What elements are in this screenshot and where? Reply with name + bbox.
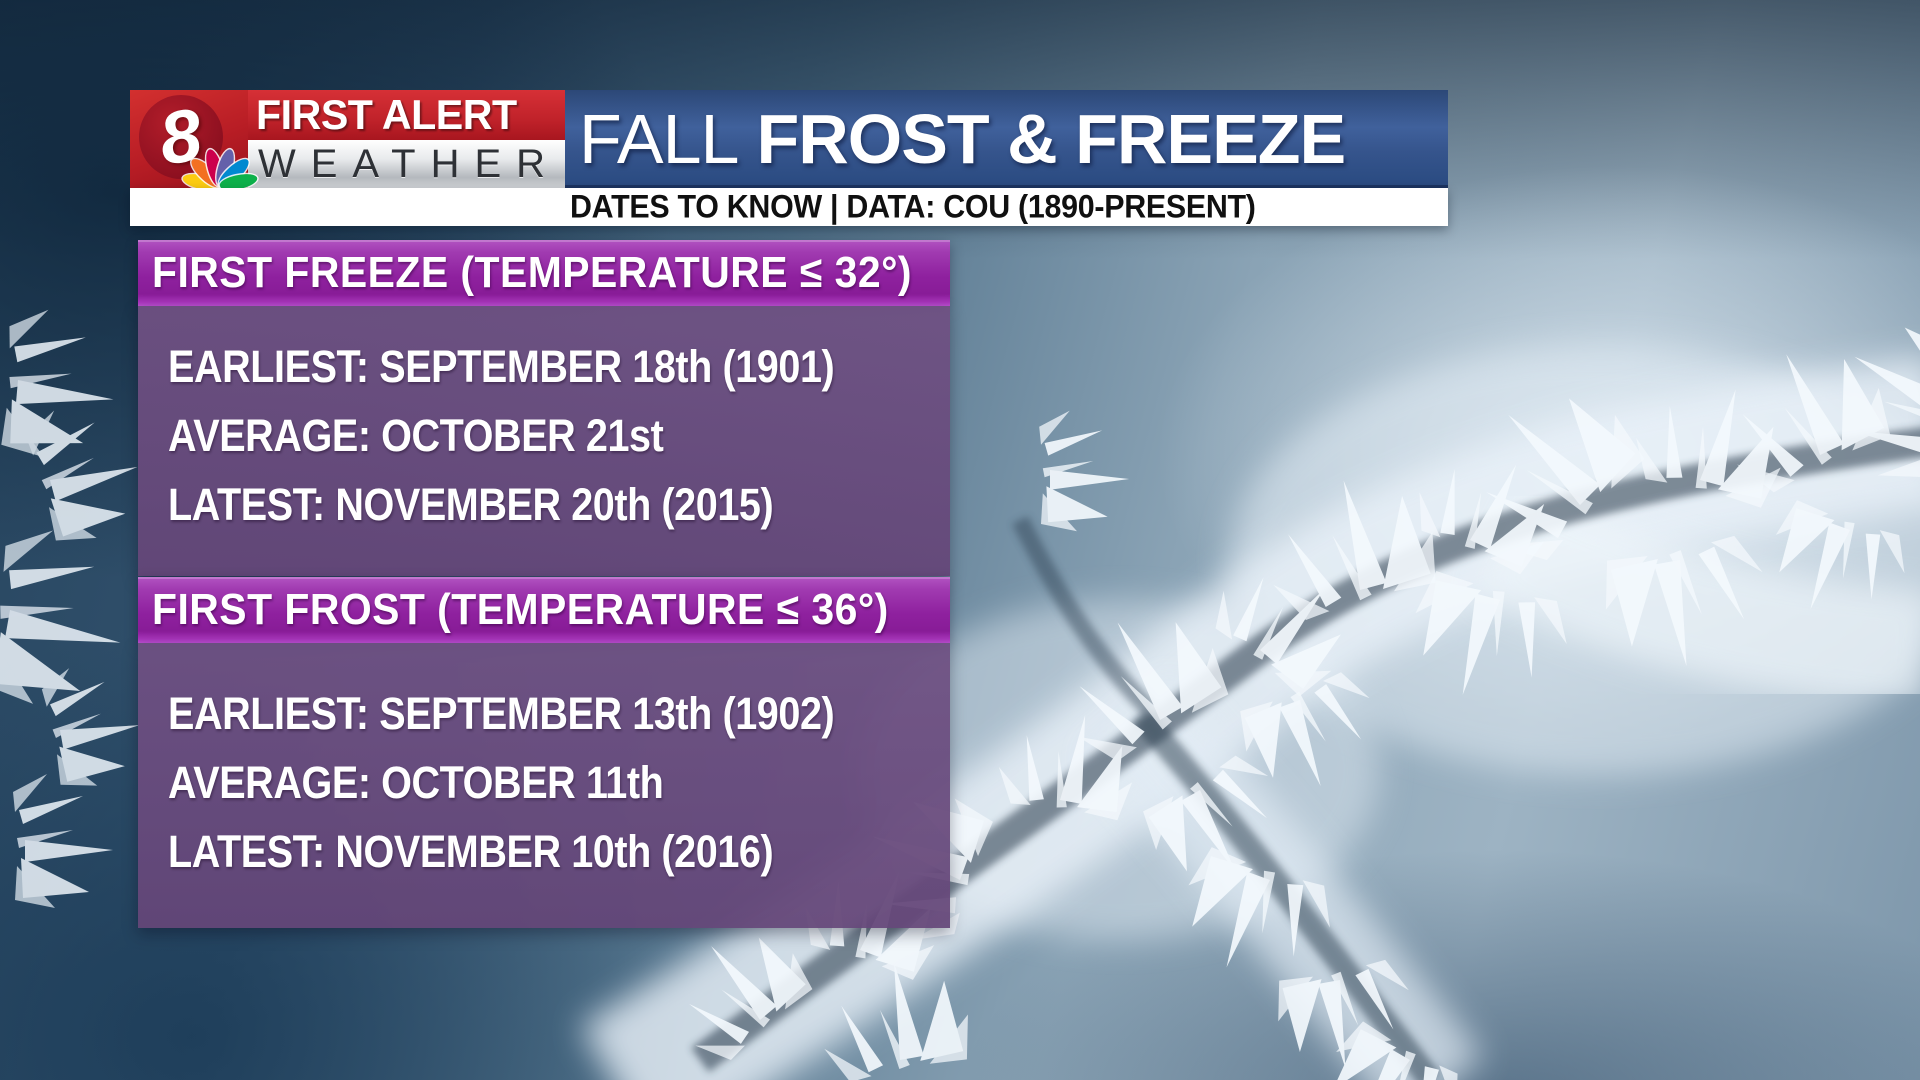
first-frost-banner: FIRST FROST (TEMPERATURE ≤ 36°) (138, 577, 950, 643)
channel-8-logo: 8 (130, 90, 259, 193)
subheader-text: DATES TO KNOW | DATA: COU (1890-PRESENT) (570, 188, 1256, 225)
first-freeze-banner: FIRST FREEZE (TEMPERATURE ≤ 32°) (138, 240, 950, 306)
frost-average-row: AVERAGE: OCTOBER 11th (168, 757, 664, 808)
freeze-average-row: AVERAGE: OCTOBER 21st (168, 410, 664, 461)
title-word-fall: FALL (579, 100, 739, 178)
station-logo: FIRST ALERT WEATHER 8 (130, 90, 565, 193)
frost-latest-row: LATEST: NOVEMBER 10th (2016) (168, 826, 774, 877)
title-frost-freeze: FROST & FREEZE (756, 100, 1346, 178)
title-bar: FALL FROST & FREEZE (565, 90, 1448, 188)
first-freeze-panel: EARLIEST: SEPTEMBER 18th (1901) AVERAGE:… (138, 306, 950, 576)
nbc-peacock-icon (178, 138, 262, 193)
section-heading: FIRST FROST (TEMPERATURE ≤ 36°) (152, 585, 889, 634)
freeze-latest-row: LATEST: NOVEMBER 20th (2015) (168, 479, 774, 530)
frost-earliest-row: EARLIEST: SEPTEMBER 13th (1902) (168, 688, 835, 739)
brand-weather-label: WEATHER (258, 141, 561, 186)
section-heading: FIRST FREEZE (TEMPERATURE ≤ 32°) (152, 248, 912, 297)
first-frost-panel: EARLIEST: SEPTEMBER 13th (1902) AVERAGE:… (138, 643, 950, 928)
subheader-strip: DATES TO KNOW | DATA: COU (1890-PRESENT) (130, 188, 1448, 226)
brand-first-alert-label: FIRST ALERT (256, 91, 517, 138)
freeze-earliest-row: EARLIEST: SEPTEMBER 18th (1901) (168, 341, 835, 392)
